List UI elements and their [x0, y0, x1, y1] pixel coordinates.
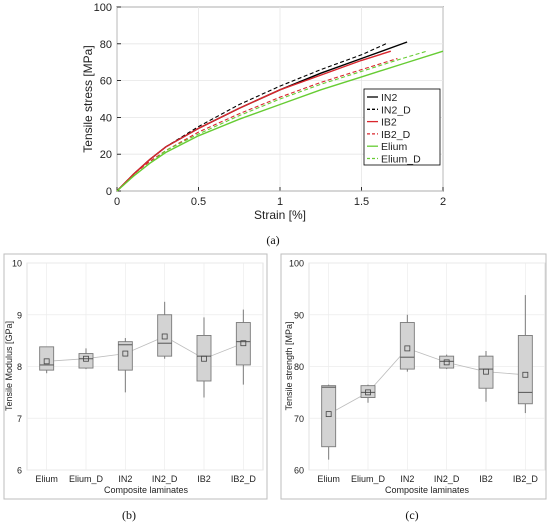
x-tick-label-a: 1.5 [354, 196, 369, 208]
legend-label-ib2: IB2 [381, 117, 397, 129]
box-b-ib2 [196, 335, 212, 382]
mean-marker-b-elium [43, 358, 50, 365]
y-tick-label-c: 60 [294, 466, 304, 476]
tick-labels-c: 60 70 80 90 100 Elium Elium_D IN2 IN2_D IB2 IB2_D [289, 259, 538, 485]
legend-box-a [363, 88, 441, 166]
mean-marker-c-elium-d [365, 389, 371, 396]
box-b-elium-d [78, 353, 94, 369]
x-axis-label-a: Strain [%] [254, 208, 306, 222]
box-c-ib2-d [517, 335, 533, 405]
series-line-ib2 [116, 50, 392, 192]
x-axis-label-b: Composite laminates [104, 485, 189, 495]
legend-label-in2: IN2 [381, 92, 398, 104]
y-tick-label-a: 20 [100, 149, 112, 161]
legend-label-elium: Elium [381, 141, 408, 153]
y-tick-label-c: 90 [294, 310, 304, 320]
y-tick-label-a: 60 [100, 76, 112, 88]
mean-marker-c-in2-d [443, 359, 450, 366]
x-tick-label-a: 1 [277, 196, 283, 208]
caption-b: (b) [122, 508, 136, 522]
x-tick-label-c: IN2 [400, 474, 414, 484]
box-c-ib2 [478, 355, 494, 389]
boxes-b [39, 301, 251, 398]
mean-marker-c-elium [325, 411, 332, 418]
box-chart-panel-b: 6 7 8 9 10 Elium Elium_D IN2 IN2_D IB2 IB2_D Compo… [3, 253, 268, 522]
box-c-elium [321, 385, 337, 448]
x-tick-label-a: 2 [440, 196, 446, 208]
y-tick-label-c: 70 [294, 414, 304, 424]
mean-marker-b-ib2 [201, 355, 207, 362]
y-axis-label-b: Tensile Modulus [GPa] [4, 321, 14, 411]
box-b-ib2-d [235, 322, 251, 366]
y-tick-label-b: 7 [17, 414, 22, 424]
x-tick-label-b: Elium [35, 474, 58, 484]
legend-label-in2-d: IN2_D [381, 104, 411, 116]
y-tick-label-a: 80 [100, 39, 112, 51]
y-tick-label-b: 9 [17, 310, 22, 320]
series-line-ib2-d [116, 57, 398, 192]
y-tick-label-a: 0 [106, 186, 112, 198]
box-c-elium-d [360, 385, 376, 398]
y-axis-label-c: Tensile strength [MPa] [284, 321, 294, 410]
x-tick-label-a: 0.5 [191, 196, 206, 208]
x-tick-label-b: IN2_D [152, 474, 178, 484]
box-b-in2-d [157, 314, 173, 357]
x-tick-label-a: 0 [114, 196, 120, 208]
grid-a [116, 6, 444, 192]
box-c-in2-d [439, 355, 455, 369]
mean-marker-b-in2-d [161, 333, 168, 340]
x-tick-label-c: IN2_D [434, 474, 460, 484]
y-tick-label-a: 100 [94, 2, 112, 14]
caption-a: (a) [266, 233, 279, 247]
x-tick-label-b: IN2 [118, 474, 132, 484]
mean-marker-b-ib2-d [240, 340, 247, 347]
mean-marker-c-ib2 [483, 368, 489, 375]
mean-marker-b-in2 [122, 350, 129, 357]
legend-label-ib2-d: IB2_D [381, 129, 411, 141]
x-tick-label-b: IB2_D [231, 474, 257, 484]
x-tick-label-b: IB2 [197, 474, 211, 484]
x-tick-label-c: IB2 [479, 474, 493, 484]
y-tick-label-c: 80 [294, 362, 304, 372]
x-tick-label-c: Elium_D [351, 474, 386, 484]
y-tick-label-b: 10 [12, 259, 22, 269]
legend-label-elium-d: Elium_D [381, 154, 421, 166]
y-tick-label-b: 8 [17, 362, 22, 372]
boxes-c [321, 295, 533, 460]
x-axis-label-c: Composite laminates [385, 485, 470, 495]
x-tick-label-c: Elium [317, 474, 340, 484]
mean-marker-c-ib2-d [522, 371, 529, 378]
series-line-elium-d [116, 50, 427, 192]
mean-marker-b-elium-d [83, 355, 89, 362]
y-axis-label-a: Tensile stress [MPa] [81, 45, 95, 152]
x-tick-label-c: IB2_D [513, 474, 539, 484]
y-tick-label-b: 6 [17, 466, 22, 476]
y-tick-label-a: 40 [100, 112, 112, 124]
y-tick-label-c: 100 [289, 259, 304, 269]
tick-labels-b: 6 7 8 9 10 Elium Elium_D IN2 IN2_D IB2 IB2_D [12, 259, 256, 485]
mean-marker-c-in2 [404, 345, 411, 352]
x-tick-label-b: Elium_D [69, 474, 104, 484]
caption-c: (c) [405, 508, 418, 522]
series-lines-a [116, 41, 444, 192]
